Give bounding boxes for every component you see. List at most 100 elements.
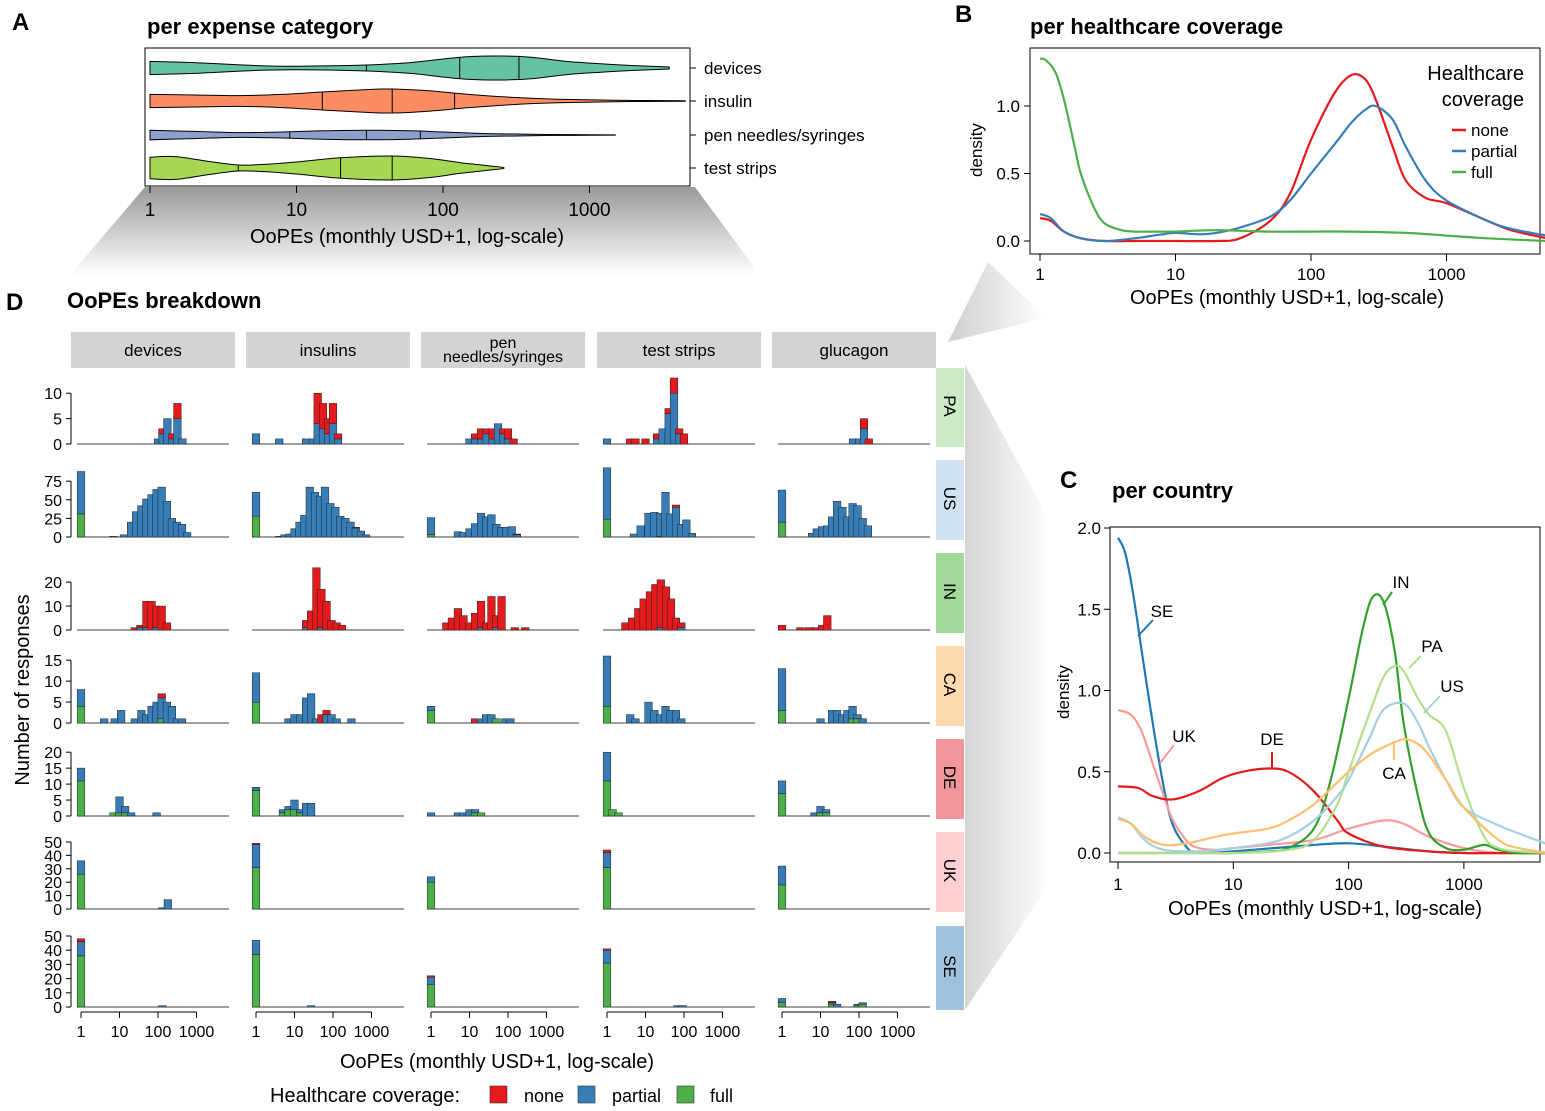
histogram-bar [251, 672, 261, 703]
annotation-leader-SE [1137, 619, 1154, 637]
facet-strip-label: glucagon [819, 341, 888, 360]
facet-strip-label-line2: needles/syringes [443, 349, 563, 366]
histogram-bar [509, 438, 518, 445]
panel-b-legend: none partial full [1452, 121, 1517, 182]
x-tick-label: 1000 [529, 1024, 565, 1041]
histogram-bar [602, 467, 612, 520]
country-strip-CA [936, 646, 964, 726]
panel-d-ylabel: Number of responses [12, 594, 34, 785]
histogram-bar [512, 533, 521, 535]
histogram-bar [157, 605, 166, 631]
x-tick-label: 100 [427, 200, 459, 221]
annotation-label-PA: PA [1421, 637, 1443, 656]
histogram-bar [162, 622, 171, 631]
histogram-bar [183, 532, 192, 538]
zoom-wedge-b [948, 262, 1046, 342]
histogram-bar [251, 954, 261, 1008]
x-tick-label: 10 [1224, 875, 1243, 894]
y-tick-label: 50 [44, 493, 62, 510]
x-tick-label: 1 [1113, 875, 1122, 894]
facet-strip-label: insulins [300, 341, 357, 360]
histogram-bar [119, 534, 128, 538]
histogram-bar [477, 812, 486, 817]
y-tick-label: 10 [44, 889, 62, 906]
histogram-bar [602, 706, 612, 724]
zoom-wedge-a [70, 187, 760, 275]
histogram-bar [507, 526, 516, 538]
histogram-bar [492, 718, 501, 724]
histogram-bar [251, 492, 261, 517]
y-tick-label: 0 [53, 809, 62, 826]
country-strip-label: UK [940, 859, 959, 883]
histogram-bar [307, 693, 316, 724]
panel-c-density-chart: SE UK DE IN PA US CA 1 10 100 1000 0.0 0.5 1.0 1.5 2.0 [1077, 519, 1545, 894]
annotation-label-CA: CA [1382, 764, 1406, 783]
histogram-bar [631, 438, 640, 445]
x-tick-label: 1 [603, 1024, 612, 1041]
y-tick-label: 0 [53, 623, 62, 640]
histogram-bar [858, 1002, 867, 1005]
facet-strip-label: devices [124, 341, 182, 360]
y-tick-label: 1.0 [996, 97, 1020, 116]
histogram-bar [777, 521, 787, 538]
x-tick-label: 10 [461, 1024, 479, 1041]
histogram-bar [777, 884, 787, 910]
histogram-bar [777, 668, 787, 711]
panel-b-legend-title-2: coverage [1442, 89, 1524, 111]
histogram-bar [614, 812, 623, 817]
histogram-bar [251, 701, 261, 724]
histogram-bar [426, 812, 436, 817]
facet-strip-3: test strips [597, 332, 761, 368]
histogram-bar [333, 438, 343, 445]
violin-label: devices [704, 59, 762, 78]
panel-label-b: B [955, 1, 972, 28]
histogram-bar [471, 809, 480, 814]
legend-d-title: Healthcare coverage: [270, 1085, 460, 1107]
panel-a-violin-chart: devices insulin pen needles/syringes test s… [144, 47, 865, 221]
legend-b-label-none: none [1471, 121, 1509, 140]
y-tick-label: 15 [44, 653, 62, 670]
histogram-bar [115, 796, 124, 814]
histogram-bar [121, 806, 130, 814]
y-tick-label: 5 [53, 412, 62, 429]
y-tick-label: 10 [44, 674, 62, 691]
histogram-bar [76, 938, 86, 942]
country-strip-label: US [940, 487, 959, 511]
facet-strip-0: devices [71, 332, 235, 368]
legend-d-label-partial: partial [612, 1086, 661, 1106]
histogram-bar [76, 873, 86, 910]
y-tick-label: 1.5 [1077, 600, 1101, 619]
histogram-bar [158, 1005, 167, 1008]
histogram-bar [351, 527, 360, 529]
violin-test-strips [149, 155, 505, 181]
histogram-bar [602, 849, 612, 853]
y-tick-label: 0 [53, 1000, 62, 1017]
histogram-bar [602, 518, 612, 538]
histogram-bar [858, 718, 867, 724]
histogram-bar [602, 962, 612, 1008]
histogram-bar [833, 1003, 842, 1008]
x-tick-label: 1 [778, 1024, 787, 1041]
y-tick-label: 20 [44, 745, 62, 762]
histogram-bar [163, 418, 172, 445]
y-tick-label: 0 [53, 530, 62, 547]
histogram-bar [796, 627, 805, 631]
histogram-bar [641, 438, 650, 445]
y-tick-label: 30 [44, 957, 62, 974]
x-tick-label: 10 [1166, 265, 1185, 284]
histogram-bar [822, 809, 831, 814]
histogram-bar [100, 718, 109, 724]
facet-strip-background [246, 332, 410, 368]
histogram-bar [318, 403, 328, 430]
histogram-bar [679, 433, 689, 445]
y-tick-label: 25 [44, 511, 62, 528]
histogram-bar [251, 843, 261, 845]
histogram-bar [777, 710, 787, 724]
y-tick-label: 2.0 [1077, 519, 1101, 538]
panel-a-title: per expense category [147, 14, 374, 39]
histogram-bar [777, 865, 787, 886]
panel-d-xlabel: OoPEs (monthly USD+1, log-scale) [340, 1051, 654, 1073]
violin-label: pen needles/syringes [704, 126, 865, 145]
